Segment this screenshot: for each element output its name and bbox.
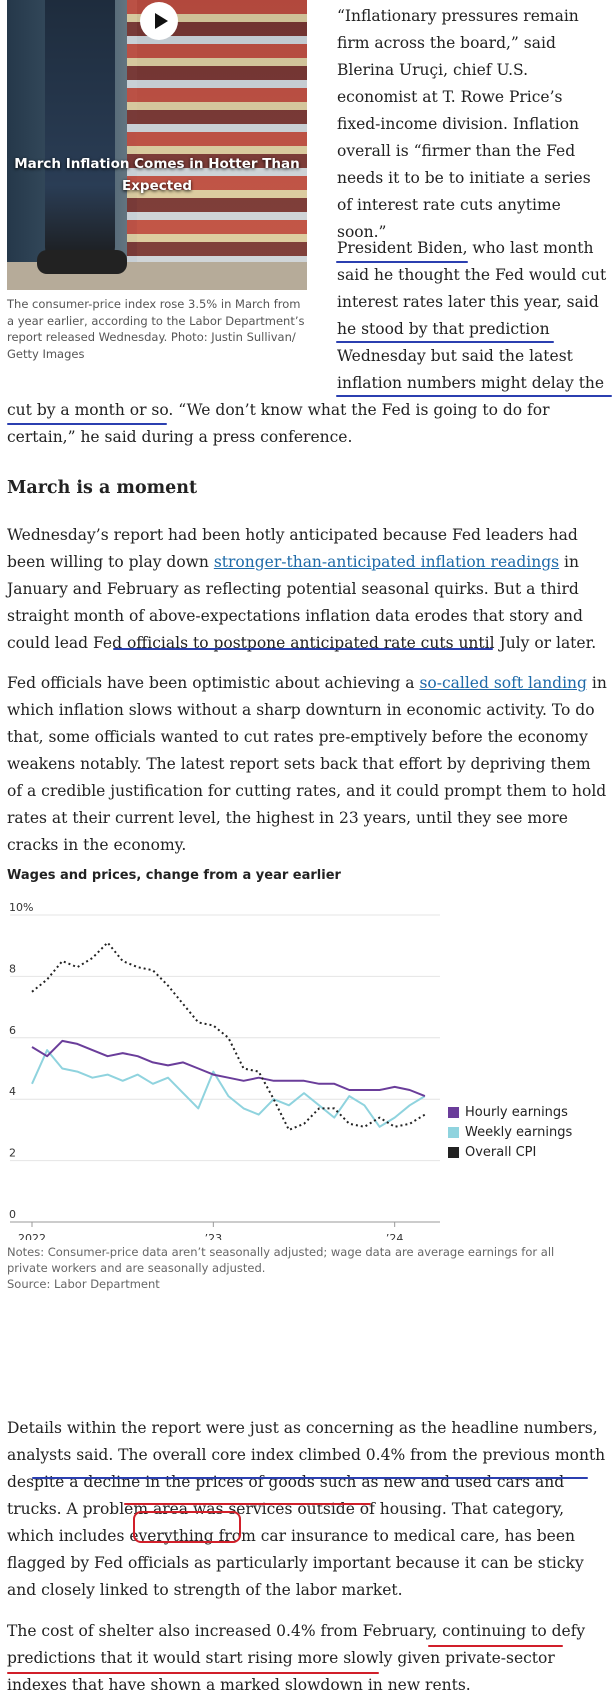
paragraph-quote: “Inflationary pressures remain firm acro… xyxy=(337,7,591,241)
paragraph-text: in January and February as reflecting po… xyxy=(7,553,597,652)
legend-swatch xyxy=(448,1127,459,1138)
legend-weekly-earnings: Weekly earnings xyxy=(448,1125,572,1140)
video-title: March Inflation Comes in Hotter Than Exp… xyxy=(14,156,300,194)
link-soft-landing[interactable]: so-called soft landing xyxy=(419,674,587,692)
video-frame-shoe xyxy=(37,250,127,274)
paragraph-biden: President Biden, who last month said he … xyxy=(337,235,607,397)
line-chart: 10% 8 6 4 2 0 2022 ’23 ’24 xyxy=(9,901,440,1240)
x-tick-label: ’23 xyxy=(205,1232,223,1240)
y-tick-label: 0 xyxy=(9,1208,16,1221)
highlight-underline xyxy=(336,395,612,397)
section-heading: March is a moment xyxy=(7,478,198,498)
chart-title: Wages and prices, change from a year ear… xyxy=(7,868,341,883)
paragraph-report: Wednesday’s report had been hotly antici… xyxy=(7,522,607,657)
paragraph-shelter: The cost of shelter also increased 0.4% … xyxy=(7,1622,586,1694)
paragraph-biden-tail: cut by a month or so. “We don’t know wha… xyxy=(7,401,550,446)
highlight-underline xyxy=(336,261,468,263)
paragraph-line: inflation numbers might delay the xyxy=(337,374,605,392)
video-thumbnail[interactable]: March Inflation Comes in Hotter Than Exp… xyxy=(7,0,307,290)
y-tick-label: 10% xyxy=(9,901,33,914)
legend-label: Overall CPI xyxy=(465,1145,537,1160)
link-stronger-inflation-readings[interactable]: stronger-than-anticipated inflation read… xyxy=(213,553,560,571)
y-tick-label: 4 xyxy=(9,1085,16,1098)
highlight-underline xyxy=(124,1503,371,1505)
legend-overall-cpi: Overall CPI xyxy=(448,1145,536,1160)
highlight-underline xyxy=(7,423,167,425)
highlight-underline xyxy=(113,648,493,650)
legend-hourly-earnings: Hourly earnings xyxy=(448,1105,568,1120)
highlight-underline xyxy=(428,1645,563,1647)
highlight-underline xyxy=(32,1477,588,1479)
paragraph-text: in which inflation slows without a sharp… xyxy=(7,674,607,854)
paragraph-line: interest rates later this year, said xyxy=(337,293,599,311)
paragraph-details: Details within the report were just as c… xyxy=(7,1419,606,1599)
chart-notes-text: Notes: Consumer-price data aren’t season… xyxy=(7,1245,555,1275)
y-tick-label: 8 xyxy=(9,962,16,975)
paragraph-text: Wednesday’s report had been hotly antici… xyxy=(7,526,578,571)
highlight-underline xyxy=(7,1672,379,1674)
paragraph-line: said he thought the Fed would cut xyxy=(337,266,607,284)
paragraph-text: Fed officials have been optimistic about… xyxy=(7,674,420,692)
y-tick-label: 2 xyxy=(9,1147,16,1160)
paragraph-soft-landing: Fed officials have been optimistic about… xyxy=(7,670,607,859)
video-frame-person xyxy=(45,0,115,265)
series-line-weekly-earnings xyxy=(31,1049,426,1128)
paragraph-line: Wednesday but said the latest xyxy=(337,347,573,365)
highlight-circle xyxy=(133,1511,241,1543)
paragraph-line: he stood by that prediction xyxy=(337,320,550,338)
legend-label: Weekly earnings xyxy=(465,1125,573,1140)
video-frame-shelf xyxy=(127,0,307,290)
paragraph-line: President Biden, who last month xyxy=(337,239,594,257)
play-icon[interactable] xyxy=(140,2,178,40)
x-tick-label: ’24 xyxy=(386,1232,404,1240)
legend-swatch xyxy=(448,1147,459,1158)
legend-label: Hourly earnings xyxy=(465,1105,568,1120)
series-line-overall-cpi xyxy=(31,941,426,1131)
chart-source: Source: Labor Department xyxy=(7,1277,160,1291)
legend-swatch xyxy=(448,1107,459,1118)
x-tick-label: 2022 xyxy=(18,1232,46,1240)
chart-notes: Notes: Consumer-price data aren’t season… xyxy=(7,1244,587,1292)
video-caption: The consumer-price index rose 3.5% in Ma… xyxy=(7,297,305,361)
y-tick-label: 6 xyxy=(9,1024,16,1037)
highlight-underline xyxy=(336,341,554,343)
series-line-hourly-earnings xyxy=(31,1039,426,1098)
